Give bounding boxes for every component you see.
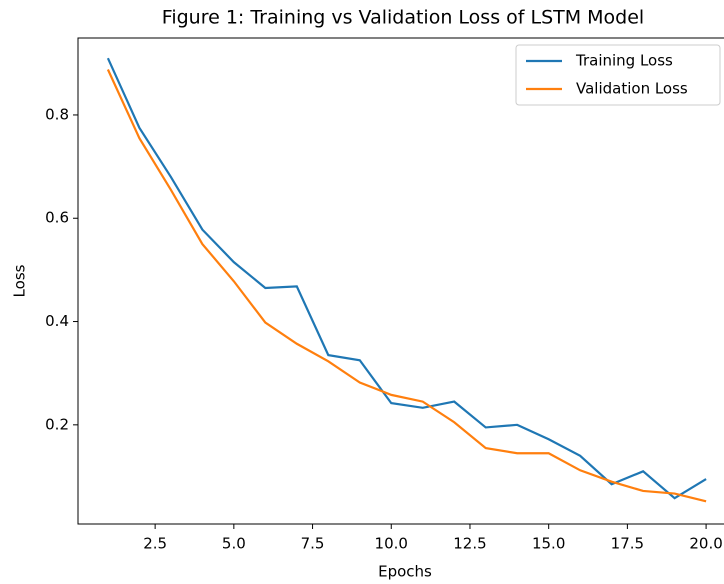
legend-label: Validation Loss [576,80,688,98]
legend-box [515,44,721,106]
x-axis-label: Epochs [378,563,432,581]
x-tick-label: 5.0 [222,535,246,553]
data-line [106,69,707,503]
plot-frame [77,37,724,525]
x-tick-label: 15.0 [532,535,565,553]
legend-label: Training Loss [575,52,673,70]
data-line [106,57,707,500]
x-tick-label: 2.5 [143,535,167,553]
x-tick-label: 17.5 [611,535,644,553]
x-tick-label: 7.5 [301,535,325,553]
y-axis-label: Loss [11,264,29,297]
y-tick-label: 0.2 [45,415,69,433]
y-tick-label: 0.8 [45,105,69,123]
x-tick-label: 20.0 [689,535,722,553]
chart-title: Figure 1: Training vs Validation Loss of… [162,7,644,29]
x-tick-label: 12.5 [453,535,486,553]
y-tick-label: 0.6 [45,209,69,227]
x-tick-label: 10.0 [375,535,408,553]
y-tick-label: 0.4 [45,312,69,330]
